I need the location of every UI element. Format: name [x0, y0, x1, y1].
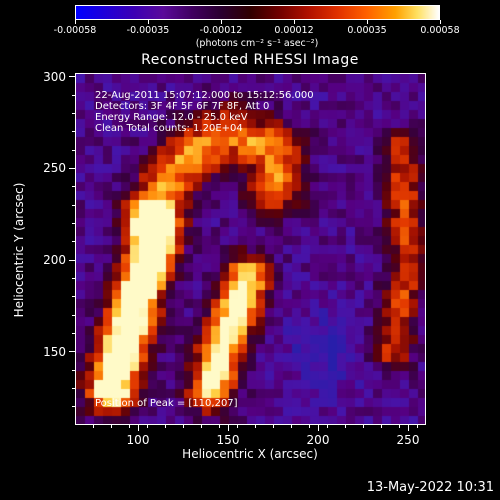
- y-tick-label: 200: [43, 253, 66, 267]
- colorbar-tick: [74, 20, 76, 24]
- x-minor-tick: [128, 425, 130, 428]
- colorbar-tick: [439, 20, 441, 24]
- y-minor-tick: [72, 314, 75, 316]
- chart-title: Reconstructed RHESSI Image: [141, 52, 359, 68]
- x-minor-tick: [290, 425, 292, 428]
- x-minor-tick: [164, 425, 166, 428]
- x-minor-tick: [146, 425, 148, 428]
- x-tick: [137, 425, 139, 431]
- y-minor-tick: [72, 387, 75, 389]
- x-minor-tick: [308, 425, 310, 428]
- y-minor-tick: [72, 186, 75, 188]
- y-minor-tick: [72, 222, 75, 224]
- y-minor-tick: [72, 406, 75, 408]
- colorbar-tick: [366, 20, 368, 24]
- colorbar-tick-label: 0.00058: [420, 25, 460, 36]
- heatmap-image: [76, 74, 425, 424]
- y-minor-tick: [72, 369, 75, 371]
- x-minor-tick: [200, 425, 202, 428]
- x-minor-tick: [254, 425, 256, 428]
- y-minor-tick: [72, 332, 75, 334]
- y-tick-label: 300: [43, 69, 66, 84]
- colorbar-tick-label: -0.00058: [53, 25, 97, 36]
- info-peak: Position of Peak = [110,207]: [95, 398, 238, 409]
- colorbar-tick: [293, 20, 295, 24]
- colorbar-units: (photons cm⁻² s⁻¹ asec⁻²): [195, 38, 319, 49]
- y-minor-tick: [72, 94, 75, 96]
- heatmap-plot-area: [75, 73, 426, 425]
- y-tick-label: 250: [43, 161, 66, 176]
- y-minor-tick: [72, 149, 75, 151]
- x-minor-tick: [380, 425, 382, 428]
- colorbar: [75, 5, 440, 20]
- y-minor-tick: [72, 167, 75, 169]
- x-tick-label: 250: [396, 433, 420, 447]
- colorbar-tick-label: 0.00012: [274, 25, 314, 36]
- x-minor-tick: [110, 425, 112, 428]
- x-axis-label: Heliocentric X (arcsec): [182, 447, 318, 461]
- x-minor-tick: [326, 425, 328, 428]
- x-minor-tick: [344, 425, 346, 428]
- info-detectors: Detectors: 3F 4F 5F 6F 7F 8F, Att 0: [95, 101, 270, 112]
- y-minor-tick: [72, 131, 75, 133]
- info-energy: Energy Range: 12.0 - 25.0 keV: [95, 112, 248, 123]
- x-minor-tick: [272, 425, 274, 428]
- y-minor-tick: [72, 241, 75, 243]
- y-minor-tick: [72, 112, 75, 114]
- x-tick: [317, 425, 319, 431]
- y-tick-label: 150: [43, 344, 66, 359]
- colorbar-tick: [147, 20, 149, 24]
- x-minor-tick: [416, 425, 418, 428]
- x-minor-tick: [398, 425, 400, 428]
- x-tick-label: 100: [126, 433, 150, 447]
- x-tick: [407, 425, 409, 431]
- footer-timestamp: 13-May-2022 10:31: [366, 480, 494, 495]
- info-clean: Clean Total counts: 1.20E+04: [95, 123, 243, 134]
- y-minor-tick: [72, 296, 75, 298]
- x-minor-tick: [218, 425, 220, 428]
- x-minor-tick: [92, 425, 94, 428]
- x-tick-label: 200: [306, 433, 330, 447]
- y-minor-tick: [72, 259, 75, 261]
- x-minor-tick: [362, 425, 364, 428]
- colorbar-tick: [220, 20, 222, 24]
- x-minor-tick: [182, 425, 184, 428]
- colorbar-tick-label: -0.00035: [126, 25, 170, 36]
- x-minor-tick: [236, 425, 238, 428]
- info-time: 22-Aug-2011 15:07:12.000 to 15:12:56.000: [95, 90, 314, 101]
- x-tick: [227, 425, 229, 431]
- y-minor-tick: [72, 351, 75, 353]
- y-axis-label: Heliocentric Y (arcsec): [12, 182, 26, 318]
- y-minor-tick: [72, 277, 75, 279]
- y-minor-tick: [72, 204, 75, 206]
- colorbar-tick-label: -0.00012: [199, 25, 243, 36]
- colorbar-tick-label: 0.00035: [347, 25, 387, 36]
- x-tick-label: 150: [216, 433, 240, 447]
- y-minor-tick: [72, 76, 75, 78]
